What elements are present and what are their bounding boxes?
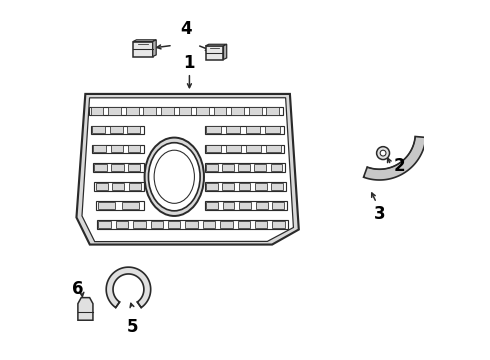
Polygon shape — [223, 44, 227, 59]
Polygon shape — [82, 98, 294, 242]
Polygon shape — [78, 298, 93, 320]
Polygon shape — [266, 145, 280, 152]
Ellipse shape — [145, 138, 204, 216]
Polygon shape — [239, 183, 250, 190]
Polygon shape — [255, 221, 268, 228]
Polygon shape — [110, 126, 122, 134]
Polygon shape — [222, 202, 235, 209]
Polygon shape — [364, 136, 426, 180]
Polygon shape — [144, 107, 156, 114]
Polygon shape — [116, 221, 128, 228]
Polygon shape — [96, 201, 144, 210]
Polygon shape — [185, 221, 198, 228]
Polygon shape — [95, 164, 107, 171]
Polygon shape — [206, 126, 220, 134]
Polygon shape — [239, 202, 251, 209]
Polygon shape — [249, 107, 262, 114]
Polygon shape — [222, 183, 234, 190]
Polygon shape — [98, 202, 115, 209]
Polygon shape — [97, 220, 288, 229]
Polygon shape — [76, 94, 299, 244]
Polygon shape — [205, 144, 285, 153]
Polygon shape — [226, 145, 241, 152]
Polygon shape — [126, 107, 139, 114]
Polygon shape — [122, 202, 139, 209]
Polygon shape — [111, 145, 123, 152]
Text: 2: 2 — [394, 157, 405, 175]
Polygon shape — [111, 164, 123, 171]
Text: 3: 3 — [374, 205, 385, 223]
Polygon shape — [205, 126, 284, 134]
Polygon shape — [206, 202, 218, 209]
Polygon shape — [128, 145, 140, 152]
Polygon shape — [133, 40, 156, 41]
Polygon shape — [91, 126, 144, 134]
Polygon shape — [92, 126, 105, 134]
Polygon shape — [205, 163, 286, 172]
Polygon shape — [271, 183, 283, 190]
Ellipse shape — [148, 143, 200, 211]
Polygon shape — [231, 107, 244, 114]
Polygon shape — [89, 107, 283, 115]
Polygon shape — [128, 164, 141, 171]
Polygon shape — [254, 164, 266, 171]
Ellipse shape — [154, 150, 195, 203]
Polygon shape — [214, 107, 226, 114]
Polygon shape — [133, 221, 146, 228]
Circle shape — [380, 150, 386, 156]
Polygon shape — [205, 46, 223, 59]
Polygon shape — [245, 126, 260, 134]
Polygon shape — [178, 107, 191, 114]
Polygon shape — [98, 221, 111, 228]
Polygon shape — [272, 221, 285, 228]
Text: 4: 4 — [180, 21, 192, 39]
Polygon shape — [96, 183, 108, 190]
Polygon shape — [270, 164, 282, 171]
Polygon shape — [255, 183, 267, 190]
Polygon shape — [206, 145, 220, 152]
Polygon shape — [238, 164, 250, 171]
Polygon shape — [205, 183, 286, 191]
Polygon shape — [161, 107, 173, 114]
Polygon shape — [95, 183, 144, 191]
Polygon shape — [112, 183, 124, 190]
Polygon shape — [206, 164, 218, 171]
Polygon shape — [220, 221, 233, 228]
Polygon shape — [205, 44, 227, 46]
Polygon shape — [206, 183, 218, 190]
Polygon shape — [150, 221, 163, 228]
Polygon shape — [133, 41, 153, 57]
Polygon shape — [129, 183, 141, 190]
Polygon shape — [106, 267, 151, 307]
Text: 1: 1 — [184, 54, 195, 72]
Circle shape — [377, 147, 390, 159]
Polygon shape — [196, 107, 209, 114]
Polygon shape — [222, 164, 234, 171]
Polygon shape — [93, 163, 144, 172]
Polygon shape — [256, 202, 268, 209]
Polygon shape — [168, 221, 180, 228]
Polygon shape — [226, 126, 240, 134]
Polygon shape — [127, 126, 140, 134]
Polygon shape — [93, 145, 106, 152]
Polygon shape — [203, 221, 215, 228]
Text: 5: 5 — [126, 318, 138, 336]
Polygon shape — [108, 107, 121, 114]
Polygon shape — [91, 107, 103, 114]
Polygon shape — [153, 40, 156, 57]
Polygon shape — [92, 144, 144, 153]
Polygon shape — [267, 107, 279, 114]
Polygon shape — [272, 202, 284, 209]
Polygon shape — [266, 126, 280, 134]
Polygon shape — [205, 201, 287, 210]
Text: 6: 6 — [72, 280, 83, 298]
Polygon shape — [246, 145, 261, 152]
Polygon shape — [238, 221, 250, 228]
